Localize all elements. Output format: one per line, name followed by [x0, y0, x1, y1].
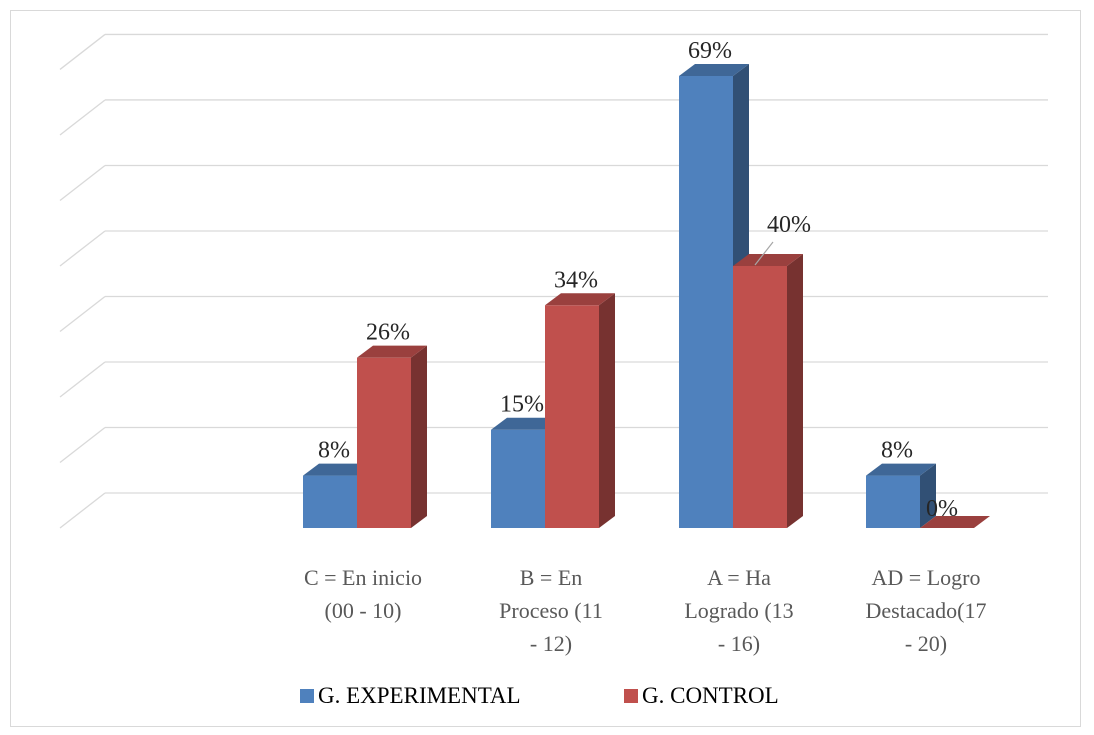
- category-label-line: A = Ha: [707, 565, 771, 590]
- category-label-line: - 12): [530, 631, 572, 656]
- bar-front: [303, 475, 357, 528]
- category-label-line: Logrado (13: [684, 598, 793, 623]
- data-label: 40%: [767, 212, 811, 238]
- bar-top: [491, 417, 561, 430]
- bar-experimental-3: [866, 463, 936, 528]
- data-label: 0%: [926, 496, 958, 522]
- legend-swatch: [624, 689, 638, 703]
- gridline-depth: [59, 426, 106, 464]
- gridline-depth: [59, 295, 106, 332]
- bar-top: [866, 463, 936, 476]
- bar-top: [679, 64, 749, 76]
- bar-front: [545, 305, 599, 528]
- bar-top: [920, 516, 990, 528]
- category-label-line: - 16): [718, 631, 760, 656]
- gridline-depth: [59, 164, 106, 201]
- bar-top: [545, 293, 615, 306]
- data-label: 15%: [500, 392, 544, 418]
- data-label: 8%: [318, 438, 350, 464]
- legend-label: G. CONTROL: [642, 683, 779, 708]
- category-label-line: Proceso (11: [499, 598, 603, 623]
- bar-top: [303, 463, 373, 476]
- bars: [303, 64, 990, 528]
- bar-side: [411, 345, 427, 528]
- bar-side: [599, 293, 615, 528]
- bar-front: [491, 429, 545, 528]
- bar-control-2: [733, 253, 803, 528]
- data-label: 34%: [554, 267, 598, 293]
- legend-swatch: [300, 689, 314, 703]
- bar-top: [357, 345, 427, 358]
- gridline-depth: [59, 99, 106, 136]
- legend-label: G. EXPERIMENTAL: [318, 683, 521, 708]
- gridline-depth: [59, 492, 106, 529]
- category-label-line: (00 - 10): [325, 598, 402, 623]
- category-label: AD = Logro Destacado(17 - 20): [866, 565, 987, 656]
- category-label-line: - 20): [905, 631, 947, 656]
- bar-control-1: [545, 293, 615, 528]
- bar-side: [920, 463, 936, 528]
- bar-control-3: [920, 516, 990, 528]
- bar-front: [733, 265, 787, 528]
- leader-line: [754, 241, 774, 266]
- category-label-line: B = En: [520, 565, 583, 590]
- legend: G. EXPERIMENTAL G. CONTROL: [300, 683, 779, 708]
- gridline-depth: [59, 230, 106, 267]
- category-label: B = En Proceso (11 - 12): [499, 565, 603, 656]
- gridline-depth: [59, 361, 106, 398]
- category-label-line: AD = Logro: [872, 565, 981, 590]
- bar-top: [733, 253, 803, 266]
- bar-front: [357, 357, 411, 528]
- category-label: C = En inicio (00 - 10): [304, 565, 422, 623]
- bar-front: [866, 475, 920, 528]
- bar-experimental-2: [679, 64, 749, 528]
- bar-front: [679, 76, 733, 528]
- bar-side: [787, 253, 803, 528]
- data-labels: 8% 26% 15% 34% 69% 40% 8% 0%: [318, 38, 958, 522]
- category-label-line: C = En inicio: [304, 565, 422, 590]
- data-label: 26%: [366, 320, 410, 346]
- data-label: 69%: [688, 38, 732, 64]
- category-label: A = Ha Logrado (13 - 16): [684, 565, 793, 656]
- bar-control-0: [357, 345, 427, 528]
- category-label-line: Destacado(17: [866, 598, 987, 623]
- gridline-depth: [59, 33, 106, 70]
- category-labels: C = En inicio (00 - 10) B = En Proceso (11 -…: [304, 565, 987, 656]
- data-label: 8%: [881, 438, 913, 464]
